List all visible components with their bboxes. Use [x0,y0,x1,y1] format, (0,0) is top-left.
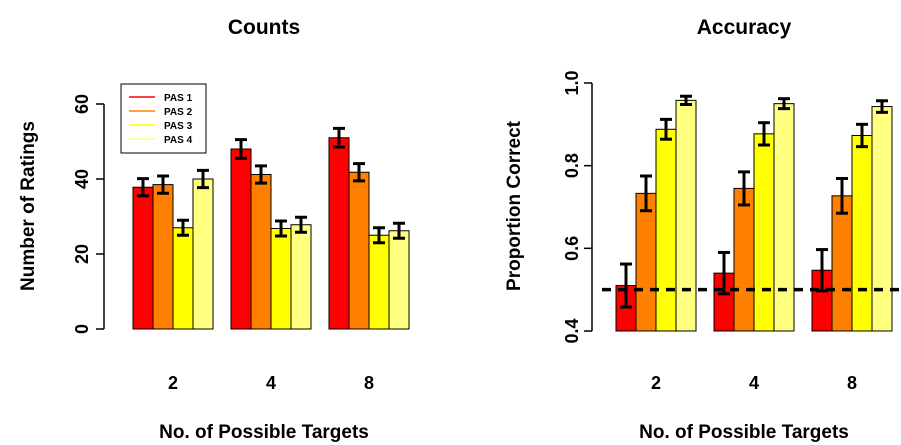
counts-panel: Counts Number of Ratings No. of Possible… [18,16,410,443]
bar [675,99,697,332]
x-tick-label: 4 [266,373,276,393]
bar [733,187,755,332]
x-tick-label: 4 [749,373,759,393]
bar [328,137,350,330]
bar [368,234,390,330]
counts-y-axis-label: Number of Ratings [18,121,39,291]
bar [635,192,657,332]
y-tick-label: 60 [72,94,92,114]
bar [172,227,194,330]
bar [132,186,154,330]
x-tick-label: 2 [168,373,178,393]
bar [871,106,893,332]
x-tick-label: 8 [364,373,374,393]
bar [250,174,272,330]
accuracy-panel: Accuracy Proportion Correct No. of Possi… [504,16,901,443]
bar [388,230,410,330]
legend-label: PAS 3 [164,121,193,132]
counts-title: Counts [228,16,300,39]
accuracy-title: Accuracy [697,16,792,39]
bar [831,195,853,332]
y-tick-label: 40 [72,169,92,189]
bar [851,134,873,332]
bar [230,148,252,330]
bar [270,228,292,330]
bar [655,128,677,332]
accuracy-x-axis-label: No. of Possible Targets [639,422,849,443]
y-tick-label: 0 [72,324,92,334]
bar [773,103,795,332]
bar [753,133,775,332]
legend-label: PAS 2 [164,107,193,118]
counts-plot-area: 0 20 40 60 2 4 8 [72,94,410,393]
legend-box [120,83,207,154]
x-tick-label: 2 [651,373,661,393]
bar [290,224,312,330]
legend-label: PAS 4 [164,135,193,146]
y-tick-label: 1.0 [562,70,582,95]
accuracy-y-axis-label: Proportion Correct [504,120,525,291]
counts-legend: PAS 1 PAS 2 PAS 3 PAS 4 [120,83,207,154]
accuracy-plot-area: 0.4 0.6 0.8 1.0 2 4 8 [562,70,901,393]
y-tick-label: 0.6 [562,236,582,261]
y-tick-label: 20 [72,244,92,264]
bar [192,178,214,330]
legend-label: PAS 1 [164,93,193,104]
y-tick-label: 0.8 [562,153,582,178]
x-tick-label: 8 [847,373,857,393]
bar [152,184,174,330]
y-tick-label: 0.4 [562,318,582,343]
bar [348,171,370,330]
counts-x-axis-label: No. of Possible Targets [159,422,369,443]
